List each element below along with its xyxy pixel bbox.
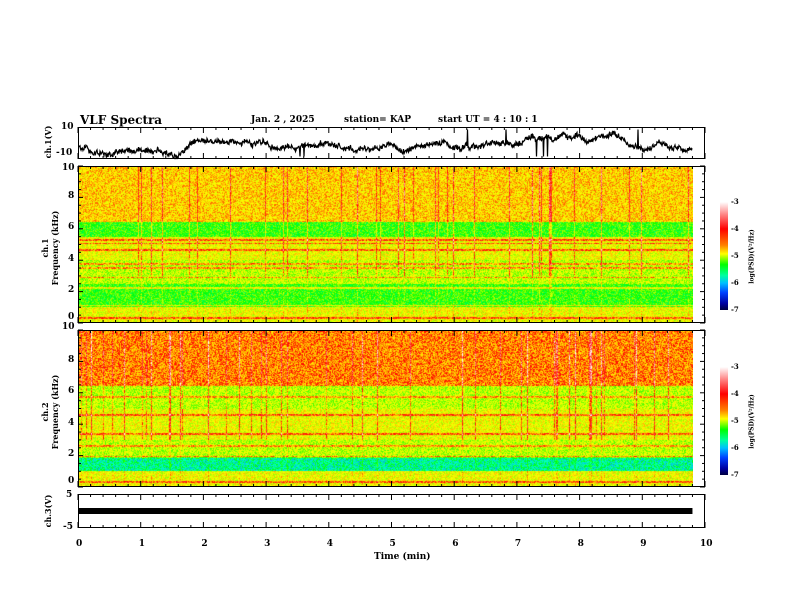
ch1-ylabel: ch.1(V)	[43, 125, 53, 159]
ch2-colorbar	[720, 367, 728, 475]
figure-title: VLF Spectra	[80, 113, 163, 127]
ch2-spec-ylabel-top: ch.2	[40, 402, 50, 422]
station-label: station= KAP	[344, 115, 412, 125]
x-tick-label: 8	[577, 539, 584, 549]
ch1-spec-ytick: 10	[62, 163, 75, 173]
ch1-waveform-line	[78, 129, 693, 161]
colorbar-tick-label: -7	[731, 305, 739, 314]
colorbar-tick-label: -4	[731, 389, 739, 398]
ch2-spec-ytick: 6	[68, 386, 75, 397]
x-tick-label: 7	[514, 539, 522, 549]
ch1-ytick-top: 10	[61, 122, 74, 132]
ch2-spec-ylabel-main: Frequency (kHz)	[50, 374, 60, 450]
colorbar-tick-label: -5	[731, 251, 739, 260]
x-tick-label: 1	[138, 539, 145, 549]
ch2-spec-ytick: 10	[62, 322, 75, 332]
ch3-waveform-line	[79, 508, 693, 514]
ch3-ytick-top: 5	[66, 490, 73, 500]
date-label: Jan. 2 , 2025	[251, 115, 315, 125]
ch1-spec-ylabel: ch.1 Frequency (kHz)	[40, 188, 60, 308]
colorbar-tick-label: -3	[731, 362, 739, 371]
ch2-spectrogram-heatmap	[79, 331, 693, 486]
colorbar-tick-label: -5	[731, 416, 739, 425]
colorbar-tick-label: -3	[731, 197, 739, 206]
ch2-spec-ytick: 8	[68, 355, 75, 366]
ch1-colorbar-label: log(PSD)(V²/Hz)	[748, 229, 756, 284]
ch1-ytick-bottom: -10	[56, 148, 73, 158]
ch1-colorbar	[720, 202, 728, 310]
x-tick-label: 4	[326, 539, 334, 549]
colorbar-tick-label: -6	[731, 278, 739, 287]
x-tick-label: 0	[76, 539, 83, 549]
ch2-spec-ytick: 4	[68, 417, 75, 428]
ch1-spec-ytick: 8	[68, 191, 75, 202]
start-time-label: start UT = 4 : 10 : 1	[438, 115, 538, 125]
ch1-spec-ytick: 6	[68, 222, 75, 233]
colorbar-tick-label: -6	[731, 443, 739, 452]
x-axis-label: Time (min)	[374, 552, 431, 562]
x-tick-label: 10	[700, 539, 713, 549]
x-tick-label: 3	[264, 539, 271, 549]
ch2-spec-ylabel: ch.2 Frequency (kHz)	[40, 352, 60, 472]
ch1-spec-ylabel-main: Frequency (kHz)	[50, 210, 60, 286]
ch2-spec-ytick: 0	[68, 476, 75, 486]
ch1-spec-ytick: 4	[68, 253, 75, 264]
x-tick-label: 5	[389, 539, 396, 549]
ch2-spec-ytick: 2	[68, 448, 75, 459]
ch2-colorbar-label: log(PSD)(V²/Hz)	[748, 394, 756, 449]
ch3-ytick-bottom: -5	[63, 522, 73, 532]
x-tick-label: 9	[640, 539, 647, 549]
colorbar-tick-label: -4	[731, 224, 739, 233]
ch3-ylabel: ch.3(V)	[43, 494, 53, 528]
x-tick-label: 6	[452, 539, 459, 549]
ch1-spec-ytick: 2	[68, 284, 75, 295]
ch1-spec-ytick: 0	[68, 312, 75, 322]
ch1-spectrogram-heatmap	[79, 167, 693, 322]
colorbar-tick-label: -7	[731, 470, 739, 479]
ch1-spec-ylabel-top: ch.1	[40, 238, 50, 258]
x-tick-label: 2	[201, 539, 208, 549]
